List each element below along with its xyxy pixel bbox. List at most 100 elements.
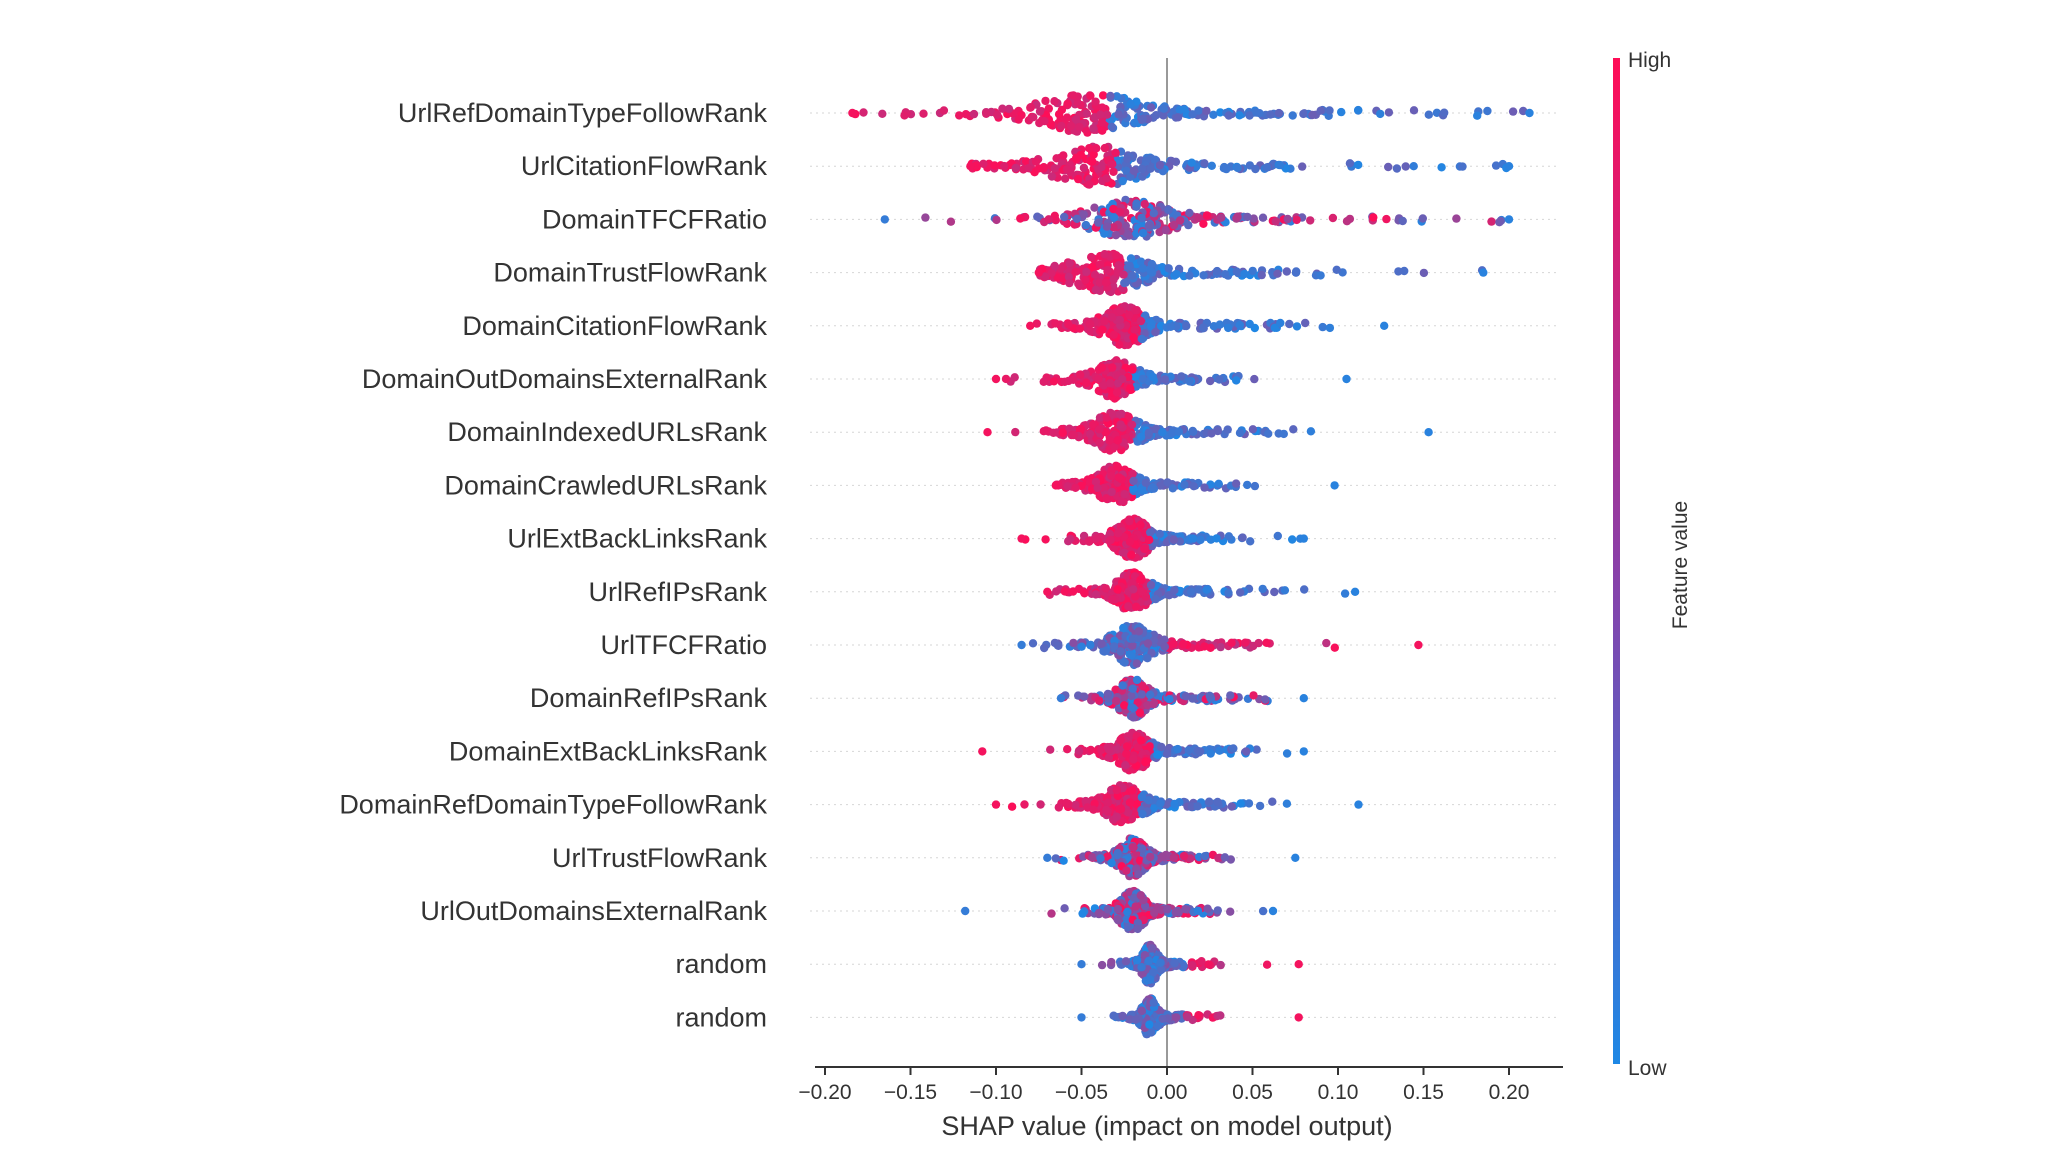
data-point: [1091, 97, 1100, 106]
data-point: [1102, 110, 1112, 119]
data-point: [1077, 960, 1086, 969]
data-point: [1325, 106, 1334, 115]
data-point: [1273, 531, 1283, 541]
data-point: [1274, 108, 1284, 118]
data-point: [1149, 699, 1158, 709]
data-point: [1184, 220, 1193, 230]
data-point: [1282, 749, 1292, 758]
data-point: [1316, 271, 1325, 280]
data-point: [1036, 800, 1045, 809]
data-point: [1097, 639, 1106, 648]
data-point: [1074, 174, 1083, 184]
data-point: [1135, 708, 1145, 717]
data-point: [1121, 957, 1131, 966]
data-point: [1184, 746, 1194, 755]
feature-label: UrlTrustFlowRank: [552, 843, 768, 873]
feature-label: DomainRefDomainTypeFollowRank: [339, 790, 767, 820]
data-point: [1127, 703, 1136, 712]
data-point: [1244, 799, 1254, 808]
data-point: [1187, 158, 1196, 167]
data-point: [1098, 103, 1107, 112]
data-point: [1194, 213, 1204, 223]
data-point: [1144, 221, 1154, 230]
data-point: [1085, 180, 1094, 189]
data-point: [1054, 641, 1063, 650]
data-point: [1050, 261, 1059, 271]
data-point: [1177, 372, 1186, 381]
x-tick-label: −0.05: [1055, 1081, 1108, 1104]
data-point: [1136, 891, 1146, 900]
data-point: [1129, 166, 1139, 176]
data-point: [1068, 587, 1078, 596]
data-point: [1114, 110, 1123, 119]
data-point: [1188, 694, 1197, 703]
data-point: [1120, 701, 1129, 710]
feature-label: DomainTFCFRatio: [542, 204, 767, 234]
data-point: [1151, 594, 1160, 604]
feature-label: UrlExtBackLinksRank: [507, 524, 767, 554]
data-point: [1179, 851, 1189, 861]
data-point: [1007, 802, 1017, 811]
data-point: [1285, 319, 1294, 329]
data-point: [1128, 469, 1137, 478]
data-point: [1115, 207, 1124, 216]
data-point: [1120, 532, 1129, 542]
data-point: [1109, 167, 1118, 176]
data-point: [1216, 642, 1225, 652]
data-point: [1060, 904, 1069, 913]
data-point: [1174, 908, 1183, 917]
data-point: [1095, 908, 1104, 918]
data-point: [1112, 356, 1121, 365]
colorbar-gradient: [1613, 58, 1620, 1064]
data-point: [1106, 535, 1116, 545]
data-point: [1052, 587, 1061, 596]
data-point: [1049, 428, 1058, 437]
data-point: [1089, 420, 1098, 429]
data-point: [1107, 122, 1117, 131]
data-point: [1102, 222, 1112, 231]
x-tick-label: 0.15: [1403, 1081, 1444, 1104]
data-point: [1183, 1012, 1192, 1022]
data-point: [978, 747, 987, 756]
data-point: [1250, 481, 1260, 491]
data-point: [1050, 164, 1060, 173]
data-point: [1051, 319, 1060, 328]
data-point: [1049, 377, 1059, 386]
data-point: [1146, 580, 1156, 590]
data-point: [1350, 587, 1360, 596]
data-point: [1508, 107, 1518, 116]
data-point: [1504, 162, 1514, 171]
data-point: [1157, 852, 1167, 861]
data-point: [1134, 627, 1144, 636]
data-point: [1217, 213, 1226, 222]
data-point: [1226, 907, 1235, 916]
data-point: [1088, 157, 1097, 166]
data-point: [1072, 214, 1082, 223]
data-point: [1098, 126, 1107, 135]
data-point: [1024, 164, 1033, 173]
data-point: [1061, 174, 1070, 183]
data-point: [1243, 212, 1252, 222]
data-point: [1268, 797, 1277, 806]
data-point: [1078, 909, 1087, 918]
data-point: [1065, 259, 1075, 268]
data-point: [1159, 104, 1169, 113]
data-point: [1136, 316, 1146, 326]
data-point: [1243, 480, 1252, 490]
data-point: [1146, 528, 1155, 537]
data-point: [1098, 91, 1108, 100]
data-point: [1086, 640, 1095, 650]
data-point: [1231, 479, 1241, 488]
data-point: [1089, 805, 1098, 814]
data-point: [1047, 909, 1056, 918]
data-point: [1173, 744, 1182, 754]
data-point: [1080, 692, 1089, 701]
data-point: [848, 108, 857, 118]
data-point: [1130, 118, 1139, 128]
data-point: [1069, 430, 1078, 440]
feature-label: random: [675, 1002, 767, 1032]
data-point: [1169, 535, 1179, 544]
data-point: [1224, 588, 1233, 597]
feature-label: DomainExtBackLinksRank: [449, 736, 768, 766]
data-point: [1119, 693, 1129, 702]
